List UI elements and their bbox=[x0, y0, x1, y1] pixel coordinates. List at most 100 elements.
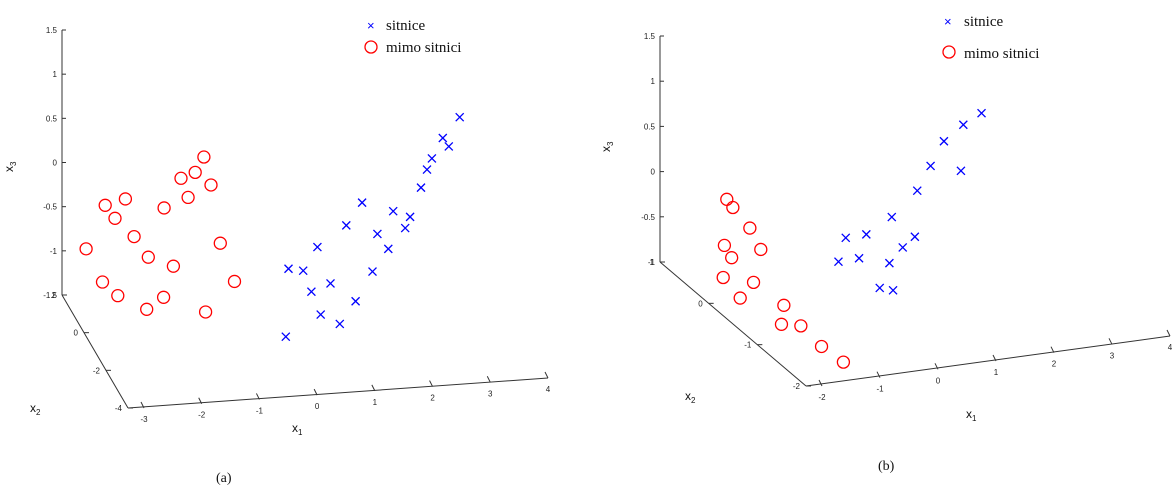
data-point-mimo-sitnici bbox=[814, 339, 829, 354]
x-tick-label: -2 bbox=[818, 393, 826, 402]
x-tick-mark bbox=[371, 384, 376, 392]
data-point-sitnice bbox=[383, 244, 393, 254]
data-point-mimo-sitnici bbox=[733, 291, 747, 305]
data-point-mimo-sitnici bbox=[95, 275, 110, 289]
caption-b: (b) bbox=[878, 459, 895, 474]
x-tick-label: -1 bbox=[256, 406, 264, 415]
axis-label-z-b: x3 bbox=[599, 141, 615, 152]
x-tick-mark bbox=[486, 376, 491, 383]
data-point-sitnice bbox=[888, 285, 898, 295]
z-tick-label: 0 bbox=[53, 159, 58, 168]
data-point-sitnice bbox=[834, 257, 843, 267]
x-tick-label: -2 bbox=[198, 411, 206, 420]
data-point-mimo-sitnici bbox=[743, 221, 757, 235]
x-tick-mark bbox=[934, 363, 939, 370]
x-tick-label: 1 bbox=[373, 398, 378, 407]
x-tick-label: 0 bbox=[315, 402, 320, 411]
data-point-sitnice bbox=[884, 258, 894, 268]
legend-marker-o-b bbox=[942, 45, 956, 59]
data-point-mimo-sitnici bbox=[127, 229, 141, 244]
data-point-mimo-sitnici bbox=[774, 317, 789, 331]
z-tick-label: -1 bbox=[648, 258, 656, 267]
z-tick-label: 0.5 bbox=[644, 122, 656, 131]
x-tick-mark bbox=[313, 388, 318, 396]
data-point-mimo-sitnici bbox=[118, 192, 133, 206]
z-tick-label: -0.5 bbox=[43, 203, 57, 212]
data-point-mimo-sitnici bbox=[717, 238, 732, 253]
caption-a: (a) bbox=[216, 471, 232, 486]
z-tick-label: 1 bbox=[53, 70, 58, 79]
z-tick-label: 0.5 bbox=[46, 114, 58, 123]
y-tick-label: -2 bbox=[793, 382, 801, 391]
y-tick-label: -1 bbox=[744, 341, 752, 350]
data-point-sitnice bbox=[341, 220, 351, 230]
data-point-sitnice bbox=[400, 223, 410, 233]
data-point-mimo-sitnici bbox=[777, 298, 791, 312]
data-point-sitnice bbox=[939, 136, 949, 146]
chart-panel-b: -1 -0.5 0 0.5 1 1.5 -2 -1 0 1 -2 -1 0 1 2 3 4 x3 x2 x1 ×… bbox=[599, 14, 1173, 474]
data-point-sitnice bbox=[887, 212, 897, 222]
legend-label-mimo-a: mimo sitnici bbox=[386, 40, 461, 56]
data-point-sitnice bbox=[388, 206, 398, 216]
data-point-mimo-sitnici bbox=[198, 305, 213, 319]
x-tick-label: 4 bbox=[546, 385, 551, 394]
data-point-mimo-sitnici bbox=[204, 178, 218, 192]
data-point-mimo-sitnici bbox=[725, 251, 739, 265]
axis-label-y-a: x2 bbox=[30, 401, 41, 417]
x-tick-mark bbox=[992, 354, 997, 362]
z-tick-label: 1.5 bbox=[46, 26, 58, 35]
data-point-sitnice bbox=[977, 108, 986, 118]
y-axis-line-b bbox=[659, 261, 807, 387]
x-tick-label: 2 bbox=[430, 394, 435, 403]
z-tick-label: 0 bbox=[651, 168, 656, 177]
data-point-mimo-sitnici bbox=[111, 289, 125, 303]
x-tick-mark bbox=[1166, 329, 1171, 337]
data-point-sitnice bbox=[958, 120, 968, 130]
legend-b: × sitnice mimo sitnici bbox=[942, 14, 1039, 62]
y-axis-line-a bbox=[61, 294, 129, 409]
data-point-mimo-sitnici bbox=[720, 192, 734, 206]
data-point-mimo-sitnici bbox=[794, 319, 808, 333]
x-tick-label: 4 bbox=[1168, 343, 1173, 352]
x-tick-mark bbox=[544, 371, 549, 379]
data-point-sitnice bbox=[416, 183, 426, 193]
data-point-sitnice bbox=[861, 229, 871, 239]
data-point-sitnice bbox=[841, 233, 851, 243]
data-point-sitnice bbox=[281, 332, 291, 342]
data-point-mimo-sitnici bbox=[213, 236, 227, 250]
axis-label-x-a: x1 bbox=[292, 421, 303, 437]
data-point-sitnice bbox=[316, 310, 326, 320]
z-tick-label: -1.5 bbox=[43, 291, 57, 300]
y-tick-label: -4 bbox=[115, 404, 123, 413]
data-point-sitnice bbox=[438, 133, 448, 143]
data-point-sitnice bbox=[422, 165, 432, 175]
data-point-sitnice bbox=[910, 232, 920, 242]
y-tick-label: -2 bbox=[93, 366, 101, 375]
legend-marker-x-a: × bbox=[367, 18, 375, 33]
data-point-mimo-sitnici bbox=[166, 259, 181, 273]
data-point-sitnice bbox=[854, 253, 864, 263]
data-point-sitnice bbox=[444, 141, 454, 151]
legend-a: × sitnice mimo sitnici bbox=[364, 18, 461, 56]
data-point-sitnice bbox=[926, 161, 936, 171]
z-tick-label: -0.5 bbox=[641, 213, 655, 222]
data-point-mimo-sitnici bbox=[754, 242, 768, 257]
data-point-sitnice bbox=[405, 212, 415, 222]
data-point-mimo-sitnici bbox=[98, 198, 112, 212]
data-point-mimo-sitnici bbox=[181, 190, 195, 205]
data-point-sitnice bbox=[956, 166, 966, 176]
data-point-sitnice bbox=[912, 186, 922, 196]
x-tick-label: -1 bbox=[876, 385, 884, 394]
data-point-mimo-sitnici bbox=[108, 211, 122, 225]
legend-marker-o-a bbox=[364, 40, 378, 54]
x-tick-mark bbox=[876, 371, 881, 378]
data-point-mimo-sitnici bbox=[140, 302, 154, 316]
axis-label-y-b: x2 bbox=[685, 389, 696, 405]
y-tick-label: 2 bbox=[52, 291, 57, 300]
chart-panel-a: -1.5 -1 -0.5 0 0.5 1 1.5 -4 -2 0 2 -3 -2 -1 0 1 2 3 4 x3 x… bbox=[2, 18, 551, 486]
x-axis-line-b bbox=[805, 335, 1171, 387]
data-point-mimo-sitnici bbox=[836, 355, 851, 369]
x-tick-mark bbox=[198, 397, 203, 404]
axis-label-x-b: x1 bbox=[966, 407, 977, 423]
x-tick-label: -3 bbox=[140, 415, 148, 424]
